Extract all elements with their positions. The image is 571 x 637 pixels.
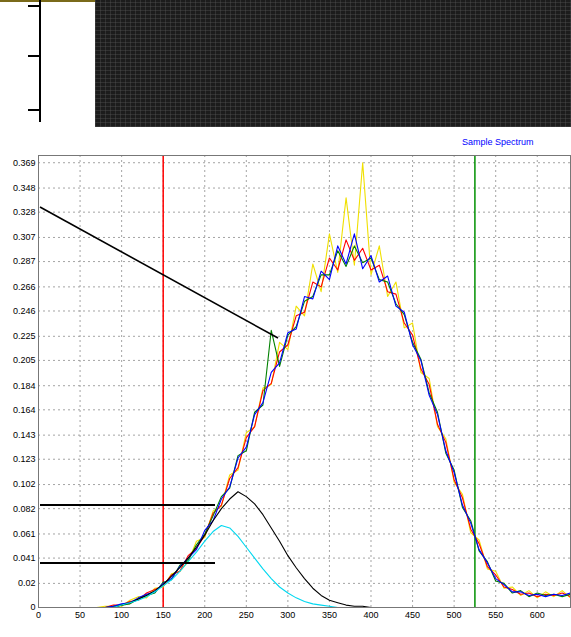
svg-text:0.287: 0.287 — [13, 256, 36, 266]
svg-text:150: 150 — [156, 610, 171, 620]
html-text:Sample Spectrum: Sample Spectrum — [462, 137, 534, 147]
svg-text:0.143: 0.143 — [13, 430, 36, 440]
svg-text:0.348: 0.348 — [13, 183, 36, 193]
svg-text:0.041: 0.041 — [13, 553, 36, 563]
svg-text:400: 400 — [363, 610, 378, 620]
svg-text:50: 50 — [75, 610, 85, 620]
svg-text:0.246: 0.246 — [13, 306, 36, 316]
svg-text:0.184: 0.184 — [13, 381, 36, 391]
svg-text:0: 0 — [36, 610, 41, 620]
svg-text:0: 0 — [30, 602, 35, 612]
svg-text:0.369: 0.369 — [13, 158, 36, 168]
svg-text:200: 200 — [197, 610, 212, 620]
svg-text:0.102: 0.102 — [13, 479, 36, 489]
svg-text:0.307: 0.307 — [13, 232, 36, 242]
svg-text:450: 450 — [405, 610, 420, 620]
svg-text:300: 300 — [280, 610, 295, 620]
svg-text:0.328: 0.328 — [13, 207, 36, 217]
svg-text:0.123: 0.123 — [13, 454, 36, 464]
svg-text:0.266: 0.266 — [13, 282, 36, 292]
svg-text:550: 550 — [488, 610, 503, 620]
svg-text:0.225: 0.225 — [13, 331, 36, 341]
svg-text:0.082: 0.082 — [13, 504, 36, 514]
svg-text:0.02: 0.02 — [18, 578, 36, 588]
svg-text:0.205: 0.205 — [13, 355, 36, 365]
svg-text:0.164: 0.164 — [13, 405, 36, 415]
svg-text:600: 600 — [530, 610, 545, 620]
svg-text:500: 500 — [447, 610, 462, 620]
svg-text:250: 250 — [239, 610, 254, 620]
svg-text:350: 350 — [322, 610, 337, 620]
svg-text:0.061: 0.061 — [13, 529, 36, 539]
svg-text:100: 100 — [114, 610, 129, 620]
